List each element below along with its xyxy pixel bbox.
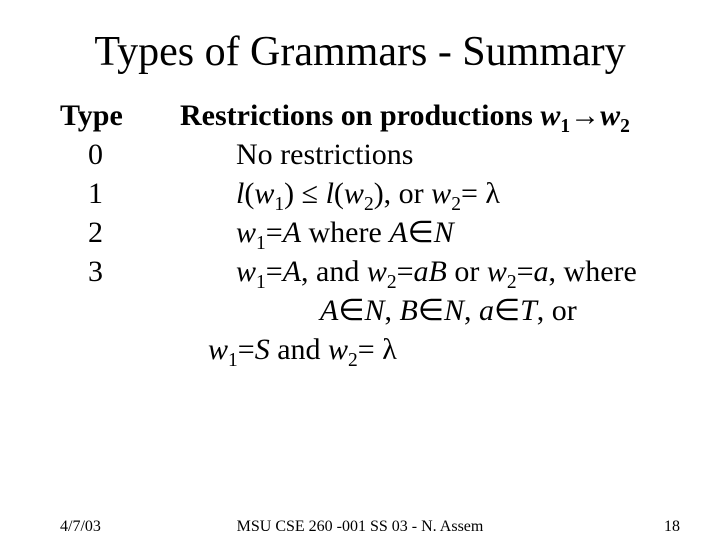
- header-sub2: 2: [620, 116, 630, 137]
- footer-page: 18: [664, 518, 680, 536]
- header-row: Type Restrictions on productions w1→w2: [60, 96, 680, 135]
- header-w1: w: [540, 99, 560, 132]
- type-cell: 2: [60, 213, 208, 252]
- restriction-cont: A∈N, B∈N, a∈T, or: [180, 291, 680, 330]
- restriction-cont: w1=S and w2= λ: [180, 330, 680, 369]
- type-cell-empty: [60, 330, 180, 369]
- table-row-cont: A∈N, B∈N, a∈T, or: [60, 291, 680, 330]
- header-restrictions-lead: Restrictions on productions: [180, 99, 540, 132]
- header-w2: w: [600, 99, 620, 132]
- type-cell: 0: [60, 135, 208, 174]
- restriction-cell: w1=A, and w2=aB or w2=a, where: [208, 252, 680, 291]
- slide: Types of Grammars - Summary Type Restric…: [0, 0, 720, 540]
- header-sub1: 1: [560, 116, 570, 137]
- slide-body: Type Restrictions on productions w1→w2 0…: [0, 96, 720, 369]
- slide-title: Types of Grammars - Summary: [0, 0, 720, 96]
- type-cell-empty: [60, 291, 180, 330]
- footer-source: MSU CSE 260 -001 SS 03 - N. Assem: [0, 518, 720, 536]
- table-row: 0 No restrictions: [60, 135, 680, 174]
- restriction-cell: l(w1) ≤ l(w2), or w2= λ: [208, 174, 680, 213]
- table-row: 3 w1=A, and w2=aB or w2=a, where: [60, 252, 680, 291]
- table-row: 2 w1=A where A∈N: [60, 213, 680, 252]
- header-arrow: →: [570, 99, 600, 132]
- restriction-cell: w1=A where A∈N: [208, 213, 680, 252]
- type-cell: 1: [60, 174, 208, 213]
- header-type: Type: [60, 96, 180, 135]
- restriction-cell: No restrictions: [208, 135, 680, 174]
- header-restrictions: Restrictions on productions w1→w2: [180, 96, 680, 135]
- type-cell: 3: [60, 252, 208, 291]
- table-row-cont: w1=S and w2= λ: [60, 330, 680, 369]
- table-row: 1 l(w1) ≤ l(w2), or w2= λ: [60, 174, 680, 213]
